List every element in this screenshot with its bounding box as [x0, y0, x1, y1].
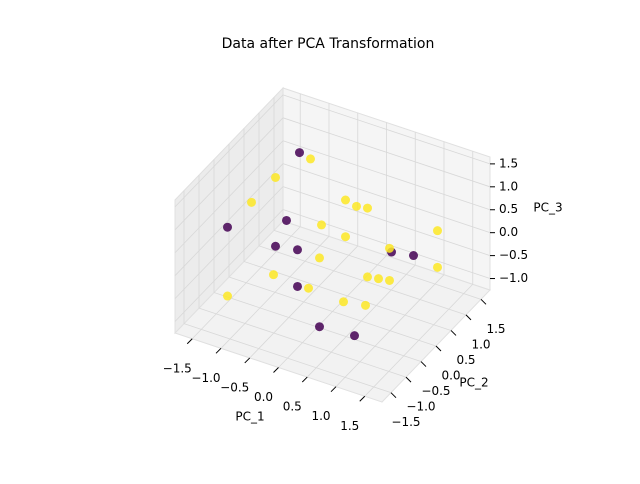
- z-tick-label: −1.0: [499, 271, 528, 285]
- data-point: [315, 322, 324, 332]
- grid-line: [174, 94, 284, 208]
- grid-line: [273, 229, 482, 300]
- data-point: [341, 232, 350, 242]
- y-tick-label: 0.5: [456, 353, 475, 367]
- x-tick: [301, 376, 308, 383]
- data-point: [315, 253, 324, 263]
- data-point: [271, 241, 280, 251]
- x-axis-label: PC_1: [235, 410, 264, 424]
- x-tick-label: −1.5: [163, 361, 192, 375]
- y-tick: [435, 345, 442, 352]
- z-tick-label: 1.0: [499, 179, 518, 193]
- y-tick-label: 0.0: [441, 369, 460, 383]
- x-tick: [273, 367, 279, 373]
- z-axis-label: PC_3: [533, 201, 562, 215]
- data-point: [269, 270, 278, 280]
- data-point: [341, 195, 350, 205]
- data-point: [433, 262, 442, 272]
- grid-line: [174, 186, 284, 299]
- x-tick-label: −0.5: [220, 380, 249, 394]
- y-tick: [480, 298, 487, 305]
- data-point: [409, 251, 418, 261]
- data-point: [247, 197, 256, 207]
- x-tick-label: 1.5: [340, 419, 359, 433]
- grid-line: [228, 276, 437, 347]
- data-point: [385, 275, 394, 285]
- data-point: [306, 154, 315, 164]
- data-point: [363, 203, 372, 213]
- x-tick: [215, 347, 222, 354]
- data-point: [271, 172, 280, 182]
- y-tick-label: 1.0: [471, 337, 490, 351]
- y-tick-label: −0.5: [421, 384, 450, 398]
- y-tick: [450, 330, 457, 336]
- grid-line: [282, 163, 491, 234]
- grid-line: [174, 163, 284, 276]
- x-tick-label: 0.0: [254, 390, 273, 404]
- grid-line: [174, 117, 284, 231]
- grid-line: [282, 117, 491, 188]
- data-point: [223, 222, 232, 232]
- data-point: [339, 297, 348, 307]
- data-point: [433, 226, 442, 236]
- data-point: [385, 243, 394, 253]
- data-point: [361, 300, 370, 310]
- data-point: [374, 274, 383, 284]
- grid-line: [243, 261, 452, 331]
- z-tick-label: 0.0: [499, 225, 518, 239]
- data-point: [223, 291, 232, 301]
- x-tick-label: −1.0: [191, 371, 220, 385]
- y-tick-label: −1.0: [406, 400, 435, 414]
- grid-line: [198, 307, 407, 378]
- grid-line: [282, 94, 491, 165]
- data-point: [363, 272, 372, 282]
- grid-line: [282, 209, 491, 279]
- y-tick-label: −1.5: [391, 415, 420, 429]
- grid-line: [282, 140, 491, 211]
- x-tick: [359, 395, 366, 402]
- y-tick: [465, 314, 472, 321]
- x-tick: [186, 338, 193, 345]
- y-tick: [405, 376, 412, 383]
- data-point: [352, 201, 361, 211]
- data-point: [295, 148, 304, 158]
- data-point: [282, 215, 291, 225]
- y-tick: [420, 361, 427, 367]
- data-point: [304, 283, 313, 293]
- z-tick-label: 1.5: [499, 156, 518, 170]
- z-tick-label: −0.5: [499, 248, 528, 262]
- y-tick: [390, 392, 397, 399]
- data-point: [293, 245, 302, 255]
- y-tick-label: 1.5: [486, 322, 505, 336]
- y-axis-label: PC_2: [459, 376, 488, 390]
- grid-line: [174, 140, 284, 254]
- x-tick-label: 0.5: [283, 400, 302, 414]
- chart-title: Data after PCA Transformation: [222, 36, 435, 52]
- grid-line: [174, 209, 284, 322]
- data-point: [317, 220, 326, 230]
- x-tick: [244, 357, 251, 364]
- x-tick: [330, 386, 337, 393]
- grid-line: [282, 186, 491, 256]
- z-tick-label: 0.5: [499, 202, 518, 216]
- grid-line: [183, 323, 392, 394]
- grid-line: [258, 245, 467, 316]
- data-point: [293, 281, 302, 291]
- data-point: [350, 331, 359, 341]
- x-tick-label: 1.0: [311, 409, 330, 423]
